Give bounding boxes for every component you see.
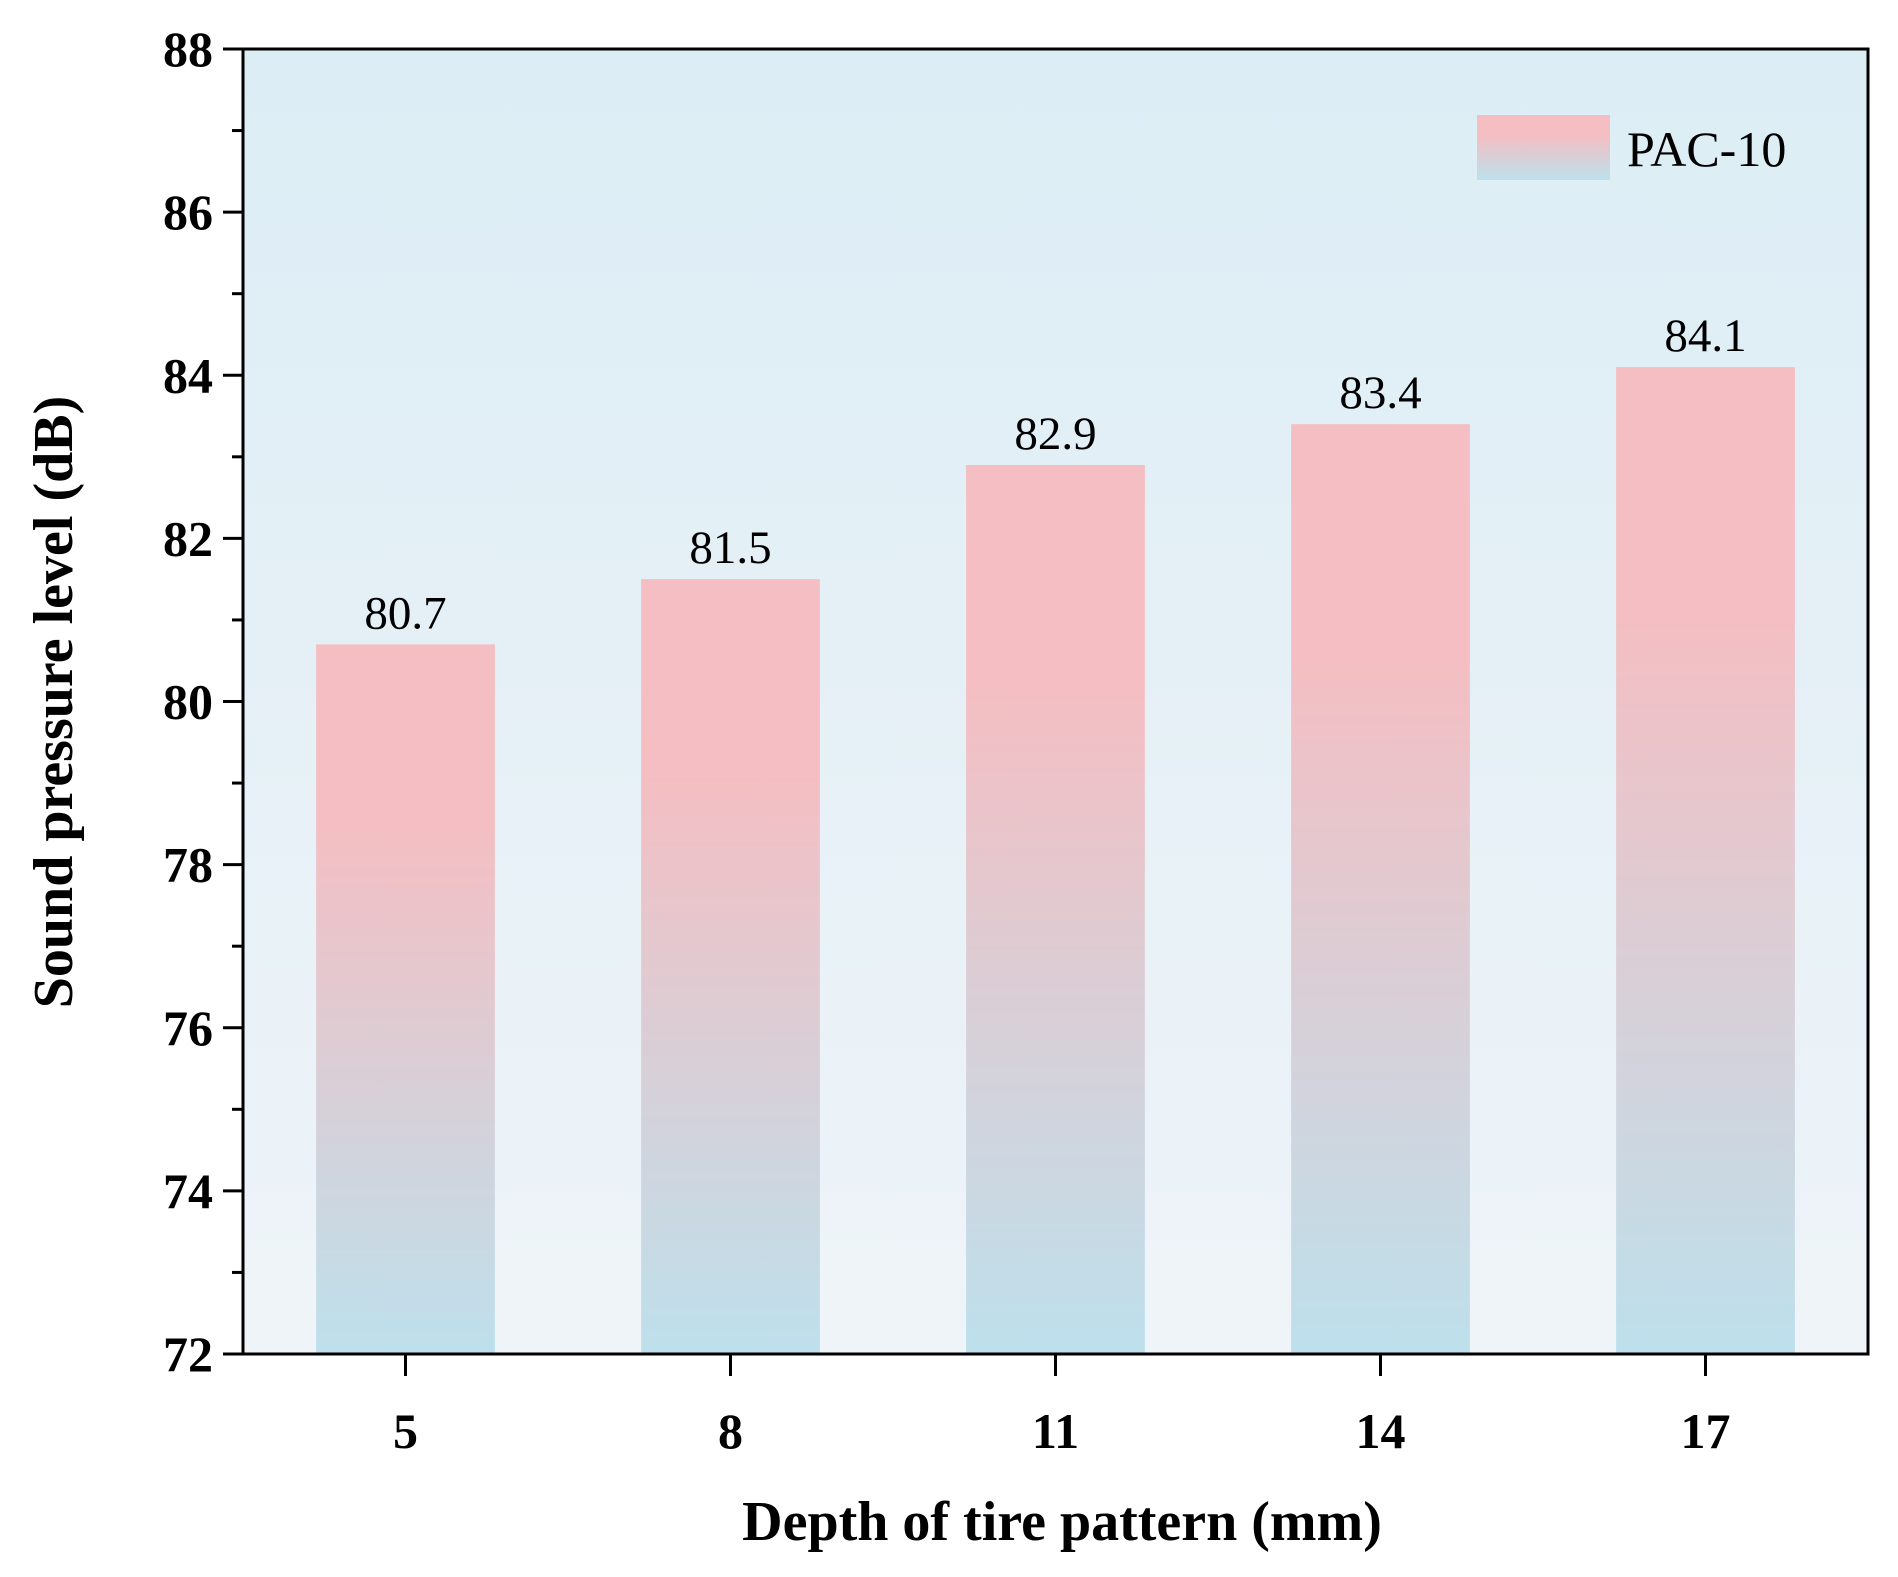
y-axis-title: Sound pressure level (dB) (23, 396, 85, 1008)
y-tick-label: 80 (163, 674, 213, 730)
data-label: 81.5 (689, 522, 771, 574)
x-tick-label: 5 (393, 1403, 418, 1459)
x-tick-label: 8 (718, 1403, 743, 1459)
data-label: 80.7 (364, 587, 446, 639)
x-tick-label: 14 (1356, 1403, 1406, 1459)
data-label: 82.9 (1014, 408, 1096, 460)
bar-17 (1616, 367, 1795, 1354)
x-tick-label: 17 (1681, 1403, 1731, 1459)
bar-8 (641, 579, 820, 1354)
legend-label: PAC-10 (1627, 121, 1786, 177)
data-label: 84.1 (1664, 310, 1746, 362)
y-tick-label: 86 (163, 184, 213, 240)
legend: PAC-10 (1477, 115, 1786, 180)
y-tick-label: 88 (163, 21, 213, 77)
x-axis-title: Depth of tire pattern (mm) (742, 1491, 1382, 1553)
bar-14 (1291, 424, 1470, 1354)
y-tick-label: 84 (163, 347, 213, 403)
legend-swatch (1477, 115, 1610, 180)
y-tick-label: 78 (163, 837, 213, 893)
data-label: 83.4 (1339, 367, 1421, 419)
y-tick-label: 72 (163, 1326, 213, 1382)
bar-11 (966, 464, 1145, 1354)
y-tick-label: 74 (163, 1163, 213, 1219)
y-tick-label: 82 (163, 510, 213, 566)
x-tick-label: 11 (1032, 1403, 1079, 1459)
y-tick-label: 76 (163, 1000, 213, 1056)
bar-5 (316, 644, 495, 1354)
